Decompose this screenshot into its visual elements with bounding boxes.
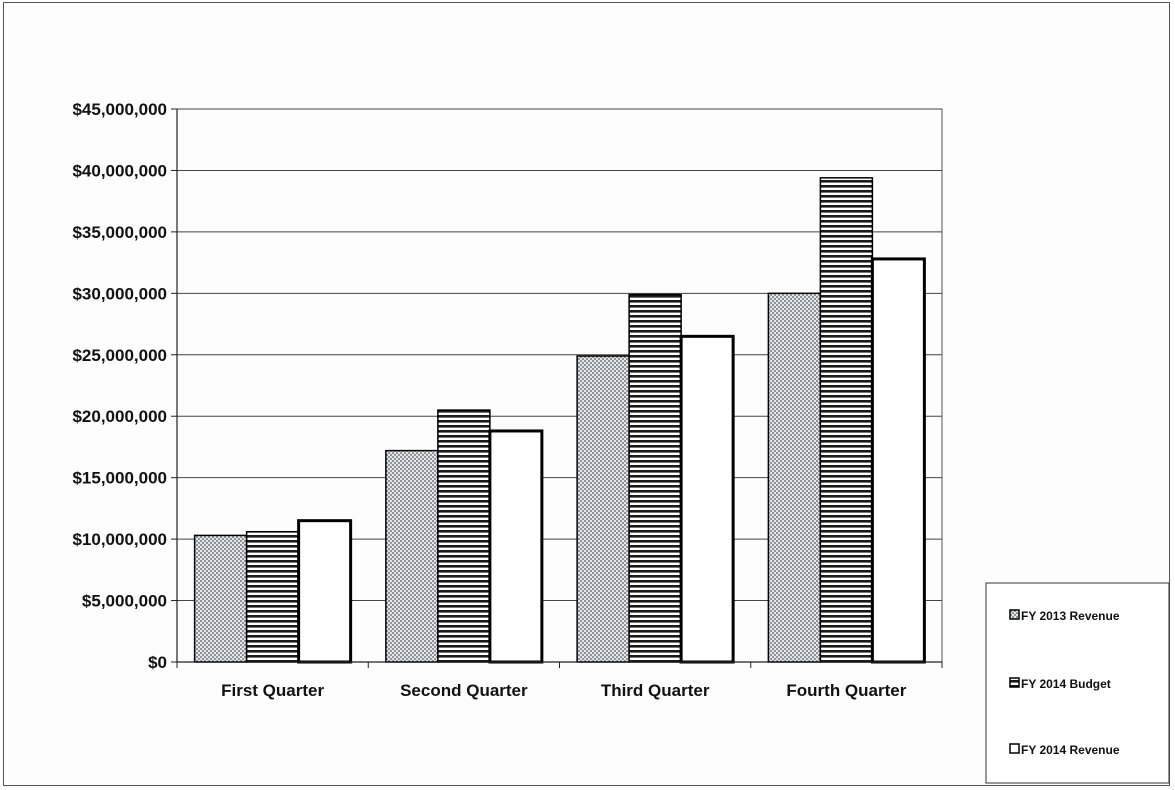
bar-fy-2014-revenue-third-quarter [679,334,735,664]
bar-fy-2014-budget-third-quarter [628,293,682,663]
x-category-label: Fourth Quarter [786,681,906,700]
y-tick-label: $5,000,000 [82,592,167,611]
y-tick-label: $45,000,000 [72,100,167,119]
legend-swatch-fy-2013-revenue [1009,609,1020,620]
legend-label-fy-2014-revenue: FY 2014 Revenue [1021,743,1120,757]
bar-fy-2014-budget-fourth-quarter [819,177,874,663]
legend-swatch-fy-2014-revenue [1009,743,1020,754]
y-tick-label: $20,000,000 [72,407,167,426]
y-tick-label: $0 [148,653,167,672]
axes [171,108,943,668]
y-tick-label: $30,000,000 [72,284,167,303]
y-tick-label: $10,000,000 [72,530,167,549]
x-category-label: First Quarter [221,681,324,700]
x-category-label: Third Quarter [601,681,710,700]
y-tick-label: $35,000,000 [72,223,167,242]
bar-fy-2013-revenue-first-quarter [193,534,248,663]
bar-fy-2014-revenue-second-quarter [488,429,544,664]
bar-fy-2013-revenue-fourth-quarter [767,292,822,663]
legend-swatch-fy-2014-budget [1009,677,1020,688]
bar-fy-2013-revenue-third-quarter [576,355,630,663]
x-category-label: Second Quarter [400,681,528,700]
bar-fy-2013-revenue-second-quarter [385,449,439,663]
bar-fy-2014-budget-second-quarter [437,409,491,663]
y-tick-label: $15,000,000 [72,469,167,488]
x-axis-category-labels: First Quarter Second Quarter Third Quarter… [221,681,907,700]
legend: FY 2013 Revenue FY 2014 Budget FY 2014 Rev… [985,582,1170,784]
legend-label-fy-2013-revenue: FY 2013 Revenue [1021,609,1120,623]
y-tick-label: $25,000,000 [72,346,167,365]
legend-label-fy-2014-budget: FY 2014 Budget [1021,677,1111,691]
y-axis-tick-labels: $0 $5,000,000 $10,000,000 $15,000,000 $20,00… [72,100,167,672]
bars [193,177,926,664]
bar-fy-2014-revenue-first-quarter [297,519,353,664]
bar-fy-2014-budget-first-quarter [245,530,300,663]
bar-fy-2014-revenue-fourth-quarter [870,257,926,664]
y-tick-label: $40,000,000 [72,161,167,180]
